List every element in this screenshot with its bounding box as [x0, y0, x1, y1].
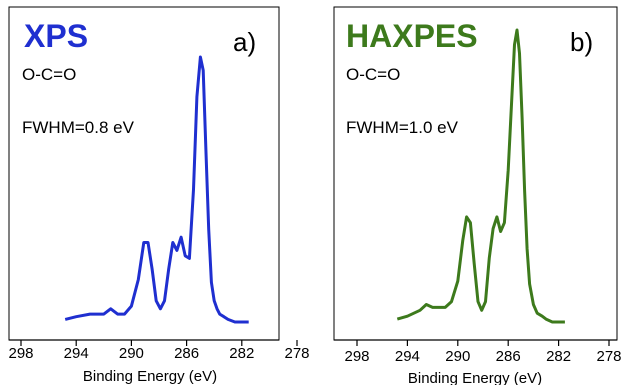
- panel-a-xps: XPS a) O-C=O FWHM=0.8 eV 298 294 290 286 282…: [8, 6, 310, 385]
- panel-b-title: HAXPES: [346, 18, 478, 54]
- x-tick-label-286: 286: [174, 345, 199, 362]
- panel-a-letter: a): [233, 27, 256, 57]
- panel-a-x-axis-title: Binding Energy (eV): [83, 368, 217, 385]
- panel-b-x-axis-title: Binding Energy (eV): [408, 370, 542, 385]
- x-tick-label-290: 290: [119, 345, 144, 362]
- panel-b-series-line: [396, 28, 565, 324]
- x-tick-label-298: 298: [344, 348, 369, 365]
- panel-a-annotation-fwhm: FWHM=0.8 eV: [22, 118, 135, 137]
- x-tick-label-282: 282: [229, 345, 254, 362]
- x-tick-label-290: 290: [445, 348, 470, 365]
- x-tick-label-294: 294: [395, 348, 420, 365]
- x-tick-label-294: 294: [64, 345, 89, 362]
- x-tick-label-278: 278: [284, 345, 309, 362]
- panel-a-annotation-group: O-C=O: [22, 65, 76, 84]
- panel-b-ticks: 298 294 290 286 282 278: [344, 340, 622, 365]
- panel-b-annotation-fwhm: FWHM=1.0 eV: [346, 118, 459, 137]
- panel-a-ticks: 298 294 290 286 282 278: [8, 340, 310, 362]
- x-tick-label-298: 298: [8, 345, 33, 362]
- x-tick-label-286: 286: [496, 348, 521, 365]
- panel-b-annotation-group: O-C=O: [346, 65, 400, 84]
- x-tick-label-278: 278: [596, 348, 621, 365]
- panel-b-letter: b): [570, 27, 593, 57]
- panel-a-series-line: [64, 55, 249, 324]
- x-tick-label-282: 282: [546, 348, 571, 365]
- panel-b-haxpes: HAXPES b) O-C=O FWHM=1.0 eV 298 294 290 286…: [333, 6, 622, 385]
- panel-a-title: XPS: [24, 18, 88, 54]
